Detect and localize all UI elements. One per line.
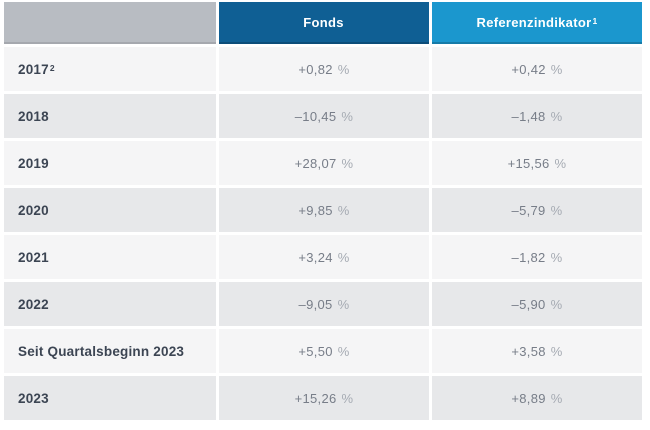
referenzindikator-value-cell: –5,79%: [432, 188, 642, 232]
fonds-value-cell: +28,07%: [219, 141, 429, 185]
percent-sign: %: [341, 155, 354, 171]
fonds-value: +9,85: [298, 202, 333, 218]
column-header-referenzindikator-label: Referenzindikator: [476, 14, 592, 30]
fonds-value-cell: –9,05%: [219, 282, 429, 326]
row-label: 2018: [18, 108, 49, 124]
fonds-value-cell: +5,50%: [219, 329, 429, 373]
percent-sign: %: [337, 202, 350, 218]
referenzindikator-value: –1,82: [511, 249, 546, 265]
fonds-value: +5,50: [298, 343, 333, 359]
fonds-value: +15,26: [294, 390, 337, 406]
referenzindikator-value: –1,48: [511, 108, 546, 124]
row-label: Seit Quartalsbeginn 2023: [18, 343, 185, 359]
percent-sign: %: [341, 390, 354, 406]
fonds-value-cell: +15,26%: [219, 376, 429, 420]
percent-sign: %: [550, 390, 563, 406]
fonds-value-cell: –10,45%: [219, 94, 429, 138]
fonds-value-cell: +0,82%: [219, 47, 429, 91]
column-header-fonds-label: Fonds: [303, 14, 344, 30]
row-label-cell: 2023: [4, 376, 216, 420]
row-label: 2021: [18, 249, 49, 265]
percent-sign: %: [337, 343, 350, 359]
referenzindikator-value: +8,89: [511, 390, 546, 406]
referenzindikator-value-cell: +8,89%: [432, 376, 642, 420]
row-label-cell: Seit Quartalsbeginn 2023: [4, 329, 216, 373]
table-grid: Fonds Referenzindikator 1 2017 2 +0,82% +0…: [4, 2, 642, 420]
column-header-referenzindikator: Referenzindikator 1: [432, 2, 642, 44]
percent-sign: %: [550, 343, 563, 359]
referenzindikator-value-cell: +15,56%: [432, 141, 642, 185]
corner-header-cell: [4, 2, 216, 44]
percent-sign: %: [550, 296, 563, 312]
row-label: 2020: [18, 202, 49, 218]
row-label-cell: 2019: [4, 141, 216, 185]
row-label-cell: 2017 2: [4, 47, 216, 91]
fonds-value: –10,45: [294, 108, 337, 124]
percent-sign: %: [554, 155, 567, 171]
percent-sign: %: [337, 296, 350, 312]
referenzindikator-value-cell: –5,90%: [432, 282, 642, 326]
row-label-cell: 2022: [4, 282, 216, 326]
fonds-value-cell: +9,85%: [219, 188, 429, 232]
row-label-cell: 2020: [4, 188, 216, 232]
referenzindikator-value-cell: –1,82%: [432, 235, 642, 279]
referenzindikator-value: –5,79: [511, 202, 546, 218]
referenzindikator-value-cell: +0,42%: [432, 47, 642, 91]
referenzindikator-value: +0,42: [511, 61, 546, 77]
percent-sign: %: [550, 108, 563, 124]
percent-sign: %: [550, 249, 563, 265]
referenzindikator-value: +3,58: [511, 343, 546, 359]
percent-sign: %: [550, 202, 563, 218]
fonds-value-cell: +3,24%: [219, 235, 429, 279]
row-label: 2023: [18, 390, 49, 406]
row-label-cell: 2021: [4, 235, 216, 279]
percent-sign: %: [337, 61, 350, 77]
percent-sign: %: [550, 61, 563, 77]
row-label: 2022: [18, 296, 49, 312]
percent-sign: %: [341, 108, 354, 124]
referenzindikator-value-cell: –1,48%: [432, 94, 642, 138]
column-header-fonds: Fonds: [219, 2, 429, 44]
fonds-value: +0,82: [298, 61, 333, 77]
row-label: 2019: [18, 155, 49, 171]
fonds-value: +3,24: [298, 249, 333, 265]
row-label-cell: 2018: [4, 94, 216, 138]
fonds-value: –9,05: [298, 296, 333, 312]
referenzindikator-value: +15,56: [507, 155, 550, 171]
row-label: 2017: [18, 61, 49, 77]
referenzindikator-value-cell: +3,58%: [432, 329, 642, 373]
percent-sign: %: [337, 249, 350, 265]
fonds-value: +28,07: [294, 155, 337, 171]
referenzindikator-value: –5,90: [511, 296, 546, 312]
